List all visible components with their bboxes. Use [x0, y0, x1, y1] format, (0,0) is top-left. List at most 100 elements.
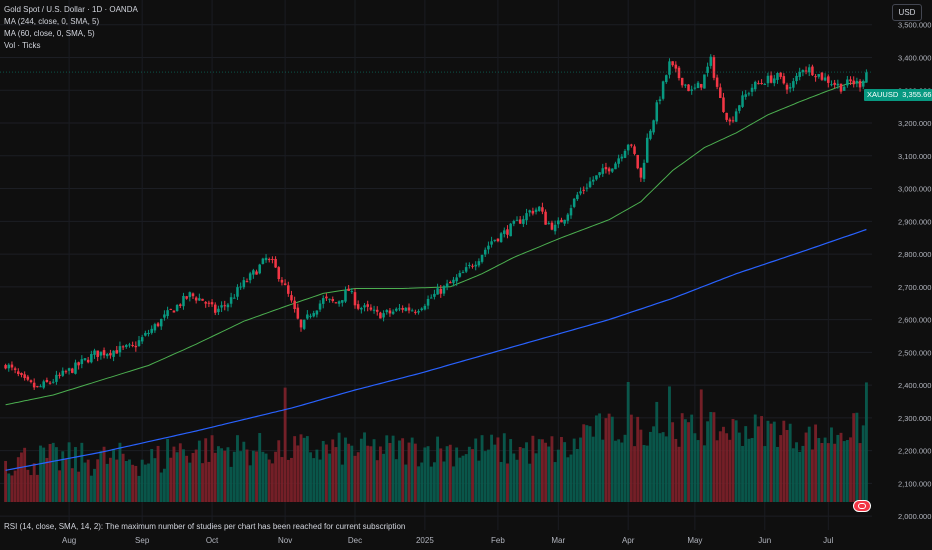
- candle-body: [604, 167, 608, 170]
- candle-body: [763, 83, 767, 85]
- candle-body: [506, 229, 509, 235]
- volume-bar: [722, 426, 725, 502]
- candle-body: [401, 307, 404, 310]
- candle-body: [458, 273, 462, 277]
- candle-body: [204, 302, 207, 304]
- x-tick-label: May: [687, 536, 702, 545]
- candle-body: [61, 370, 65, 376]
- volume-bar: [112, 448, 116, 502]
- candle-body: [496, 238, 500, 242]
- volume-bar: [197, 440, 201, 502]
- candle-body: [820, 72, 824, 80]
- candle-body: [290, 295, 293, 301]
- candle-body: [588, 181, 592, 188]
- candle-body: [595, 175, 598, 180]
- candle-body: [55, 374, 58, 382]
- candle-body: [817, 74, 821, 77]
- volume-bar: [448, 444, 452, 502]
- candle-body: [13, 368, 17, 370]
- candle-body: [125, 345, 128, 347]
- candle-body: [442, 286, 446, 294]
- x-tick-label: Aug: [62, 536, 76, 545]
- candle-body: [693, 87, 697, 89]
- volume-bar: [566, 457, 570, 502]
- candle-body: [509, 223, 512, 237]
- volume-bar: [248, 465, 252, 502]
- volume-bar: [620, 442, 624, 502]
- candle-body: [429, 297, 433, 299]
- volume-bar: [826, 443, 830, 502]
- volume-bar: [35, 474, 39, 502]
- volume-bar: [353, 455, 357, 502]
- volume-bar: [845, 440, 849, 502]
- volume-bar: [693, 433, 697, 502]
- candle-body: [258, 264, 261, 274]
- candle-body: [4, 365, 7, 369]
- volume-bar: [261, 451, 265, 502]
- candle-body: [490, 241, 493, 245]
- volume-bar: [785, 430, 789, 502]
- volume-bar: [760, 416, 764, 502]
- candle-body: [58, 374, 61, 376]
- volume-bar: [658, 433, 662, 502]
- candle-body: [563, 219, 566, 224]
- volume-bar: [690, 414, 694, 502]
- y-tick-label: 3,400.000: [898, 54, 931, 63]
- candle-body: [811, 66, 814, 76]
- currency-button[interactable]: USD: [892, 4, 922, 21]
- y-tick-label: 2,900.000: [898, 217, 931, 226]
- volume-bar: [572, 438, 576, 502]
- candle-body: [382, 313, 385, 318]
- volume-bar: [344, 437, 347, 502]
- y-tick-label: 3,500.000: [898, 21, 931, 30]
- candle-body: [153, 324, 157, 331]
- volume-bar: [369, 446, 373, 502]
- candle-body: [687, 84, 690, 92]
- candle-body: [128, 344, 131, 346]
- candle-body: [706, 66, 709, 73]
- volume-bar: [159, 472, 163, 502]
- ma60-line: [5, 81, 867, 406]
- candle-body: [102, 350, 106, 356]
- volume-bar: [178, 443, 182, 502]
- volume-bar: [776, 446, 779, 502]
- hide-study-eye-icon[interactable]: [853, 500, 871, 512]
- candle-body: [591, 179, 595, 182]
- candle-body: [417, 311, 420, 313]
- volume-bar: [20, 452, 23, 502]
- volume-bar: [7, 473, 11, 502]
- volume-bar: [747, 438, 751, 502]
- candle-body: [785, 84, 789, 90]
- candle-body: [836, 83, 840, 86]
- volume-bar: [744, 426, 748, 502]
- candle-body: [372, 309, 376, 311]
- volume-bar: [687, 422, 690, 502]
- candle-body: [773, 78, 776, 84]
- candle-body: [255, 271, 258, 275]
- volume-bar: [537, 439, 541, 502]
- volume-bar: [575, 448, 579, 502]
- candle-body: [636, 154, 639, 169]
- candle-body: [436, 288, 439, 295]
- candle-body: [99, 351, 103, 356]
- volume-bar: [702, 445, 706, 502]
- candle-body: [201, 298, 204, 301]
- candle-body: [480, 254, 484, 262]
- candle-body: [20, 373, 23, 375]
- volume-bar: [623, 434, 627, 502]
- candle-body: [677, 67, 681, 79]
- volume-legend: Vol · Ticks: [4, 41, 41, 50]
- candle-body: [242, 280, 246, 288]
- volume-bar: [455, 447, 459, 502]
- volume-bar: [442, 461, 446, 502]
- volume-bar: [32, 463, 36, 502]
- x-tick-label: Apr: [622, 536, 635, 545]
- candle-body: [210, 302, 214, 305]
- volume-bar: [216, 446, 220, 502]
- volume-bar: [464, 454, 468, 502]
- candle-body: [115, 350, 119, 354]
- candle-body: [566, 214, 570, 221]
- candle-body: [147, 332, 150, 335]
- candle-body: [369, 307, 373, 310]
